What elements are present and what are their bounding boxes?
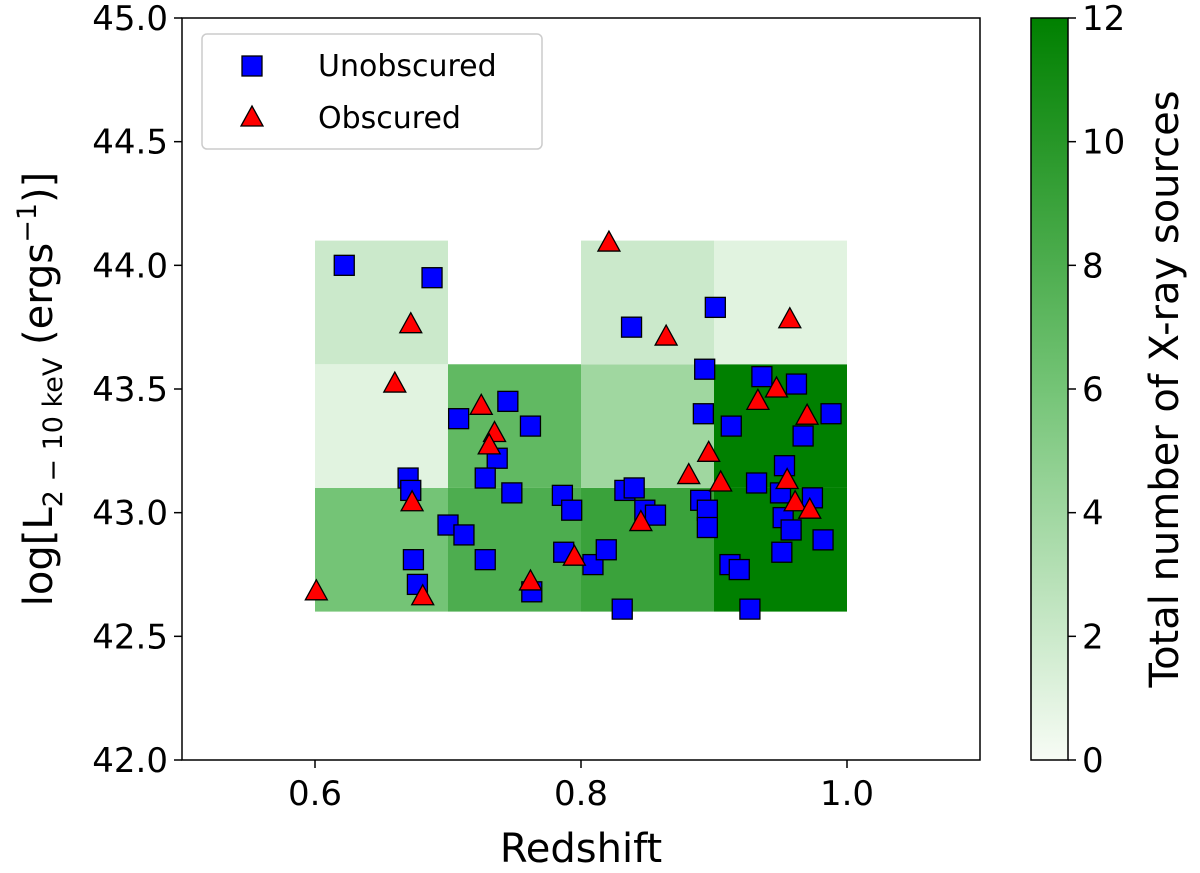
unobscured-point <box>745 472 768 494</box>
y-axis-title-prefix: log[L <box>16 507 62 607</box>
unobscured-point <box>474 467 496 489</box>
colorbar-tick-label: 4 <box>1082 494 1104 534</box>
heatmap-cell <box>448 364 581 488</box>
obscured-point <box>518 568 543 591</box>
x-tick-label: 0.8 <box>554 774 608 814</box>
obscured-point <box>777 306 802 329</box>
colorbar-gradient <box>1030 17 1069 761</box>
obscured-point <box>775 467 800 490</box>
y-tick-label: 45.0 <box>92 0 168 39</box>
unobscured-point <box>561 499 583 521</box>
unobscured-point <box>421 267 443 289</box>
x-axis-title: Redshift <box>500 826 662 872</box>
legend: Unobscured Obscured <box>201 33 543 150</box>
obscured-point <box>304 578 329 601</box>
colorbar-tick-label: 8 <box>1082 246 1104 286</box>
obscured-point <box>596 229 622 252</box>
colorbar-tick-label: 2 <box>1082 617 1104 657</box>
unobscured-point <box>792 425 814 447</box>
unobscured-point <box>720 415 742 437</box>
obscured-point <box>399 489 425 512</box>
obscured-point <box>628 509 653 532</box>
legend-triangle-marker <box>239 104 265 127</box>
obscured-point <box>696 439 721 462</box>
unobscured-point <box>501 482 523 504</box>
y-tick-label: 44.0 <box>92 246 168 286</box>
y-tick-label: 42.5 <box>92 617 168 657</box>
unobscured-point <box>447 408 470 430</box>
unobscured-point <box>696 516 718 539</box>
y-tick-label: 43.5 <box>92 370 168 410</box>
obscured-point <box>410 583 435 606</box>
obscured-point <box>797 496 822 519</box>
colorbar: 0 2 4 6 8 10 12 Total number of X-ray sources <box>1030 0 1188 781</box>
unobscured-point <box>694 358 716 380</box>
points-layer <box>304 229 842 620</box>
colorbar-tick-label: 12 <box>1082 0 1125 39</box>
colorbar-tick-label: 10 <box>1082 123 1125 163</box>
legend-box <box>201 33 543 150</box>
heatmap-cell <box>581 240 714 365</box>
y-axis-title-suffix: )] <box>16 172 62 203</box>
unobscured-point <box>751 365 773 388</box>
obscured-point <box>562 543 587 566</box>
obscured-point <box>654 323 679 346</box>
obscured-point <box>398 311 423 334</box>
unobscured-point <box>771 541 793 563</box>
heatmap-cell <box>714 240 847 365</box>
legend-label-unobscured: Unobscured <box>318 49 497 84</box>
obscured-point <box>382 370 407 393</box>
colorbar-tick-label: 6 <box>1082 370 1104 410</box>
y-axis-title: log[L2 − 10 keV (ergs−1)] <box>12 172 69 606</box>
obscured-point <box>745 388 770 411</box>
unobscured-point <box>620 316 643 338</box>
unobscured-point <box>692 403 715 425</box>
unobscured-point <box>497 390 519 413</box>
y-axis-title-superscript: −1 <box>12 203 43 243</box>
unobscured-point <box>785 373 808 395</box>
unobscured-point <box>611 598 633 620</box>
y-tick-label: 44.5 <box>92 123 168 163</box>
heatmap-cell <box>581 364 714 488</box>
obscured-point <box>676 462 701 485</box>
colorbar-ticks: 0 2 4 6 8 10 12 <box>1068 0 1125 781</box>
obscured-point <box>708 469 733 492</box>
unobscured-point <box>728 558 750 581</box>
unobscured-point <box>453 524 475 546</box>
y-tick-label: 43.0 <box>92 494 168 534</box>
axes-layer: 0.6 0.8 1.0 42.0 42.5 43.0 43.5 44.0 44.5 45.0 <box>92 0 874 814</box>
y-tick-label: 42.0 <box>92 741 168 781</box>
unobscured-point <box>704 296 726 319</box>
legend-square-marker <box>241 55 263 77</box>
obscured-point <box>764 375 789 398</box>
obscured-point <box>795 402 820 425</box>
heatmap-cell <box>315 364 448 488</box>
obscured-point <box>469 392 494 415</box>
colorbar-tick-label: 0 <box>1082 741 1104 781</box>
colorbar-title: Total number of X-ray sources <box>1142 90 1188 688</box>
obscured-point <box>477 432 502 455</box>
unobscured-point <box>519 415 542 437</box>
x-tick-label: 0.6 <box>288 774 342 814</box>
x-tick-label: 1.0 <box>820 774 874 814</box>
unobscured-point <box>644 504 667 526</box>
y-axis-title-subscript: 2 − 10 keV <box>38 357 69 507</box>
unobscured-point <box>402 549 425 571</box>
unobscured-point <box>333 254 355 276</box>
unobscured-point <box>474 549 496 571</box>
obscured-point <box>783 489 808 512</box>
y-axis-title-middle: (ergs <box>16 243 62 358</box>
unobscured-point <box>780 519 802 541</box>
unobscured-point <box>739 598 761 620</box>
unobscured-point <box>820 403 842 425</box>
plot-area <box>181 17 981 761</box>
unobscured-point <box>595 539 617 561</box>
unobscured-point <box>623 477 645 499</box>
unobscured-point <box>812 529 834 551</box>
legend-label-obscured: Obscured <box>318 101 461 136</box>
